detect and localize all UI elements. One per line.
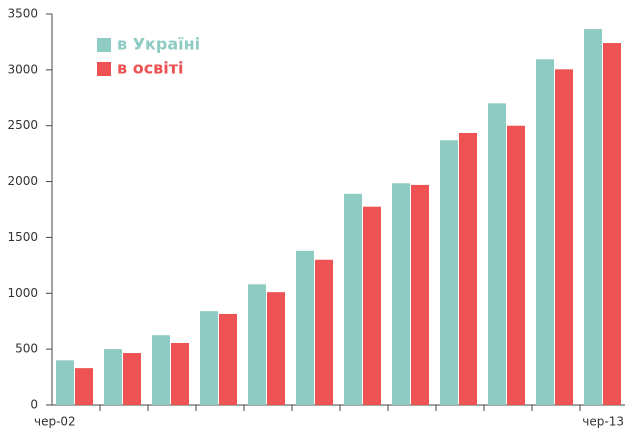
bar: [411, 184, 429, 405]
legend-label: в Україні: [117, 35, 200, 54]
y-tick-label: 2000: [7, 174, 38, 188]
x-tick-label: чер-02: [34, 415, 76, 429]
bar: [507, 125, 525, 405]
bar: [536, 59, 554, 405]
bar: [248, 284, 266, 405]
y-tick-label: 500: [15, 342, 38, 356]
bar: [363, 206, 381, 405]
legend-label: в освіті: [117, 59, 184, 78]
bar: [344, 193, 362, 405]
y-tick-label: 3500: [7, 7, 38, 21]
bar: [200, 311, 218, 405]
bar: [267, 292, 285, 405]
bar: [123, 353, 141, 405]
bar: [315, 259, 333, 405]
legend-swatch: [97, 38, 111, 52]
bar: [488, 103, 506, 405]
legend-swatch: [97, 62, 111, 76]
y-tick-label: 3000: [7, 62, 38, 76]
bar: [219, 313, 237, 405]
bar: [75, 368, 93, 405]
y-tick-label: 1000: [7, 286, 38, 300]
bar: [296, 250, 314, 405]
bar: [171, 342, 189, 405]
bar: [459, 132, 477, 405]
bar: [584, 29, 602, 406]
x-tick-label: чер-13: [582, 415, 624, 429]
bar: [440, 140, 458, 406]
y-tick-label: 2500: [7, 118, 38, 132]
bar: [104, 349, 122, 405]
y-tick-label: 1500: [7, 230, 38, 244]
bar: [392, 183, 410, 405]
bar: [555, 69, 573, 405]
bar: [603, 43, 621, 405]
bar: [152, 335, 170, 405]
bar: [56, 360, 74, 405]
y-tick-label: 0: [30, 398, 38, 412]
